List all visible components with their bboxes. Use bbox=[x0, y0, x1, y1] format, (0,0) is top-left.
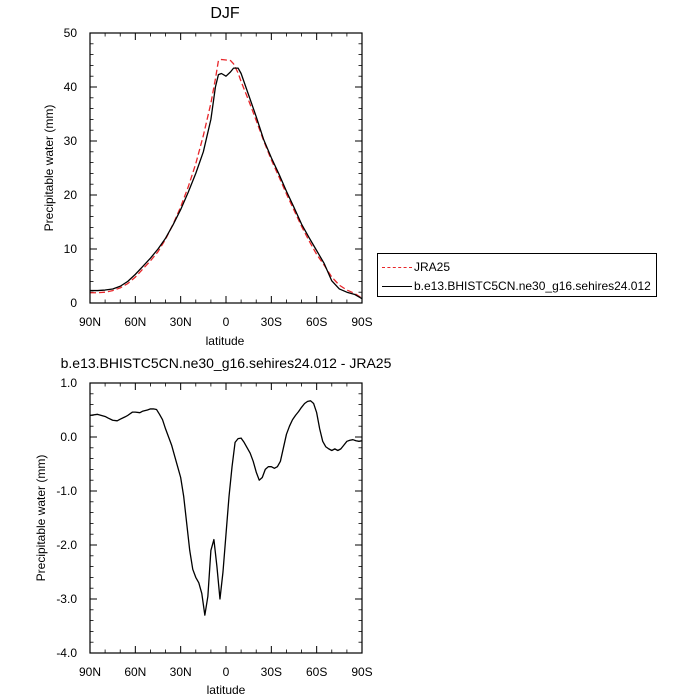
difference-x-axis-label: latitude bbox=[207, 683, 246, 697]
difference-series bbox=[89, 400, 363, 616]
difference-y-tick-label: -2.0 bbox=[56, 538, 77, 552]
difference-y-tick-label: 1.0 bbox=[60, 376, 77, 390]
djf-series-line-1 bbox=[90, 67, 363, 300]
djf-y-tick-label: 20 bbox=[64, 188, 78, 202]
djf-x-tick-label: 30N bbox=[170, 315, 192, 329]
legend: JRA25 b.e13.BHISTC5CN.ne30_g16.sehires24… bbox=[377, 253, 657, 297]
djf-x-axis-label: latitude bbox=[206, 334, 245, 348]
djf-x-tick-label: 30S bbox=[261, 315, 282, 329]
djf-y-tick-label: 0 bbox=[70, 296, 77, 310]
difference-ticks: 90N 60N 30N 0 30S 60S 90S -4.0 -3.0 -2.0 -1.0 0.0 1.… bbox=[56, 376, 372, 679]
difference-x-tick-label: 60N bbox=[124, 665, 146, 679]
legend-swatch-solid-black bbox=[382, 285, 412, 287]
difference-y-tick-label: -4.0 bbox=[56, 646, 77, 660]
legend-item-model: b.e13.BHISTC5CN.ne30_g16.sehires24.012 bbox=[382, 278, 651, 294]
djf-y-tick-label: 10 bbox=[64, 242, 78, 256]
djf-ticks: 90N 60N 30N 0 30S 60S 90S 0 10 20 30 40 50 bbox=[64, 26, 373, 329]
difference-x-tick-label: 90N bbox=[79, 665, 101, 679]
legend-item-jra25: JRA25 bbox=[382, 259, 450, 275]
djf-x-tick-label: 0 bbox=[223, 315, 230, 329]
djf-series-line-0 bbox=[90, 58, 363, 299]
difference-title: b.e13.BHISTC5CN.ne30_g16.sehires24.012 -… bbox=[61, 355, 392, 371]
djf-y-tick-label: 30 bbox=[64, 134, 78, 148]
djf-series bbox=[90, 58, 363, 300]
difference-series-line-0 bbox=[89, 400, 363, 616]
difference-x-tick-label: 30N bbox=[170, 665, 192, 679]
legend-swatch-dashed-red bbox=[382, 266, 412, 268]
djf-panel: DJF Precipitable water (mm) latitude 90N… bbox=[42, 5, 373, 348]
djf-x-tick-label: 60N bbox=[124, 315, 146, 329]
difference-plot-frame bbox=[89, 382, 363, 654]
legend-label-jra25: JRA25 bbox=[414, 260, 451, 274]
djf-x-tick-label: 90N bbox=[79, 315, 101, 329]
difference-y-axis-label: Precipitable water (mm) bbox=[34, 455, 48, 582]
difference-y-tick-label: -3.0 bbox=[56, 592, 77, 606]
djf-y-axis-label: Precipitable water (mm) bbox=[42, 105, 56, 232]
legend-label-model: b.e13.BHISTC5CN.ne30_g16.sehires24.012 bbox=[414, 279, 651, 293]
djf-x-tick-label: 60S bbox=[306, 315, 327, 329]
djf-plot-frame bbox=[89, 32, 363, 304]
difference-x-tick-label: 90S bbox=[351, 665, 372, 679]
djf-x-tick-label: 90S bbox=[351, 315, 372, 329]
difference-x-tick-label: 30S bbox=[261, 665, 282, 679]
difference-y-tick-label: -1.0 bbox=[56, 484, 77, 498]
difference-x-tick-label: 60S bbox=[306, 665, 327, 679]
djf-title: DJF bbox=[210, 5, 240, 22]
difference-x-tick-label: 0 bbox=[223, 665, 230, 679]
djf-y-tick-label: 40 bbox=[64, 80, 78, 94]
difference-y-tick-label: 0.0 bbox=[60, 430, 77, 444]
djf-y-tick-label: 50 bbox=[64, 26, 78, 40]
difference-panel: b.e13.BHISTC5CN.ne30_g16.sehires24.012 -… bbox=[34, 355, 392, 697]
